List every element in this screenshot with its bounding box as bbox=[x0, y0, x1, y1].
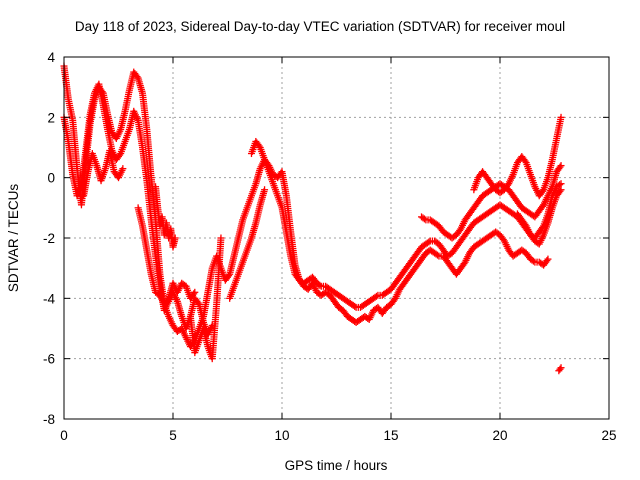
data-point bbox=[133, 73, 141, 81]
axis-ticks: 0 5 10 15 20 25 -8 -6 -4 -2 0 2 4 bbox=[43, 50, 617, 443]
data-point bbox=[190, 290, 198, 298]
data-point bbox=[191, 288, 199, 296]
x-tick-label: 10 bbox=[274, 428, 289, 443]
data-point bbox=[372, 292, 380, 300]
data-point bbox=[543, 257, 551, 265]
y-tick-label: 0 bbox=[47, 171, 55, 186]
data-point bbox=[425, 238, 433, 246]
data-point bbox=[116, 151, 124, 159]
data-point bbox=[539, 187, 547, 195]
y-tick-label: 2 bbox=[47, 110, 55, 125]
series-track-7 bbox=[513, 186, 565, 248]
data-point bbox=[217, 234, 225, 242]
data-point bbox=[557, 180, 565, 188]
series-track-8 bbox=[80, 147, 127, 200]
y-axis-label: SDTVAR / TECUs bbox=[6, 184, 21, 293]
chart-title: Day 118 of 2023, Sidereal Day-to-day VTE… bbox=[75, 19, 565, 34]
x-tick-label: 15 bbox=[383, 428, 398, 443]
x-tick-label: 5 bbox=[169, 428, 177, 443]
data-point bbox=[194, 299, 202, 307]
x-tick-label: 0 bbox=[60, 428, 68, 443]
data-point bbox=[255, 142, 263, 150]
data-points bbox=[60, 62, 565, 375]
grid bbox=[64, 57, 609, 419]
series-track-11 bbox=[186, 234, 225, 363]
y-tick-label: -2 bbox=[43, 231, 55, 246]
series-track-2 bbox=[60, 80, 216, 339]
data-point bbox=[556, 365, 564, 373]
data-point bbox=[557, 113, 565, 121]
data-point bbox=[556, 163, 564, 171]
x-axis-label: GPS time / hours bbox=[285, 458, 388, 473]
data-point bbox=[557, 162, 565, 170]
y-tick-label: 4 bbox=[47, 50, 55, 65]
series-track-6 bbox=[470, 113, 565, 200]
data-point bbox=[119, 165, 127, 173]
data-point bbox=[225, 272, 233, 280]
series-track-9 bbox=[152, 183, 179, 251]
y-tick-label: -8 bbox=[43, 412, 55, 427]
data-point bbox=[557, 364, 565, 372]
data-point bbox=[434, 251, 442, 259]
series-outlier bbox=[555, 364, 565, 375]
series-track-10 bbox=[226, 186, 269, 302]
data-point bbox=[556, 181, 564, 189]
data-point bbox=[261, 186, 269, 194]
data-point bbox=[420, 215, 428, 223]
y-tick-label: -4 bbox=[43, 291, 55, 306]
data-point bbox=[316, 281, 324, 289]
x-tick-label: 25 bbox=[601, 428, 616, 443]
data-point bbox=[557, 186, 565, 194]
x-tick-label: 20 bbox=[492, 428, 507, 443]
data-point bbox=[521, 157, 529, 165]
data-point bbox=[529, 257, 537, 265]
data-point bbox=[544, 255, 552, 263]
data-point bbox=[556, 187, 564, 195]
y-tick-label: -6 bbox=[43, 352, 55, 367]
data-point bbox=[351, 302, 359, 310]
data-point bbox=[171, 234, 179, 242]
